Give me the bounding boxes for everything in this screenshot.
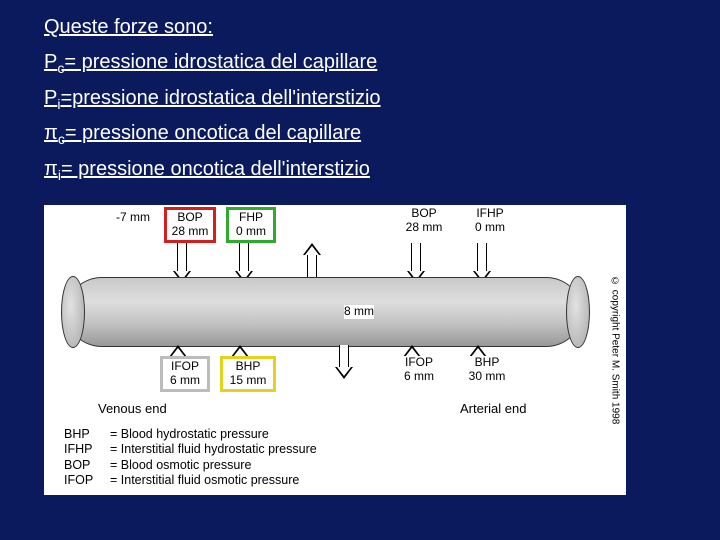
box-bhp-arterial: BHP30 mm bbox=[458, 356, 516, 384]
net-arterial-value: 8 mm bbox=[344, 305, 374, 319]
tube-cap-left bbox=[61, 276, 85, 348]
net-venous-value: -7 mm bbox=[116, 211, 150, 225]
box-ifop-venous: IFOP6 mm bbox=[160, 356, 210, 392]
box-ifhp-arterial: IFHP0 mm bbox=[464, 207, 516, 235]
venous-end-label: Venous end bbox=[98, 401, 167, 416]
capillary-tube bbox=[66, 277, 582, 347]
box-fhp-venous: FHP0 mm bbox=[226, 207, 276, 243]
capillary-diagram: -7 mm BOP28 mm FHP0 mm BOP28 mm IFHP0 mm bbox=[44, 205, 676, 495]
slide-title: Queste forze sono: bbox=[44, 10, 676, 45]
line-pii: πi= pressione oncotica dell'interstizio bbox=[44, 152, 676, 188]
arrow-bot-3-down bbox=[335, 345, 353, 379]
line-pic: πc= pressione oncotica del capillare bbox=[44, 116, 676, 152]
copyright-text: © copyright Peter M. Smith 1998 bbox=[610, 276, 621, 424]
line-pc: Pc= pressione idrostatica del capillare bbox=[44, 45, 676, 81]
line-pi: Pi=pressione idrostatica dell'interstizi… bbox=[44, 81, 676, 117]
box-bhp-venous: BHP15 mm bbox=[220, 356, 276, 392]
legend: BHP= Blood hydrostatic pressure IFHP= In… bbox=[64, 427, 317, 490]
box-ifop-arterial: IFOP6 mm bbox=[394, 356, 444, 384]
box-bop-venous: BOP28 mm bbox=[164, 207, 216, 243]
box-bop-arterial: BOP28 mm bbox=[398, 207, 450, 235]
tube-cap-right bbox=[566, 276, 590, 348]
copyright-strip: © copyright Peter M. Smith 1998 bbox=[604, 205, 626, 495]
arterial-end-label: Arterial end bbox=[460, 401, 526, 416]
